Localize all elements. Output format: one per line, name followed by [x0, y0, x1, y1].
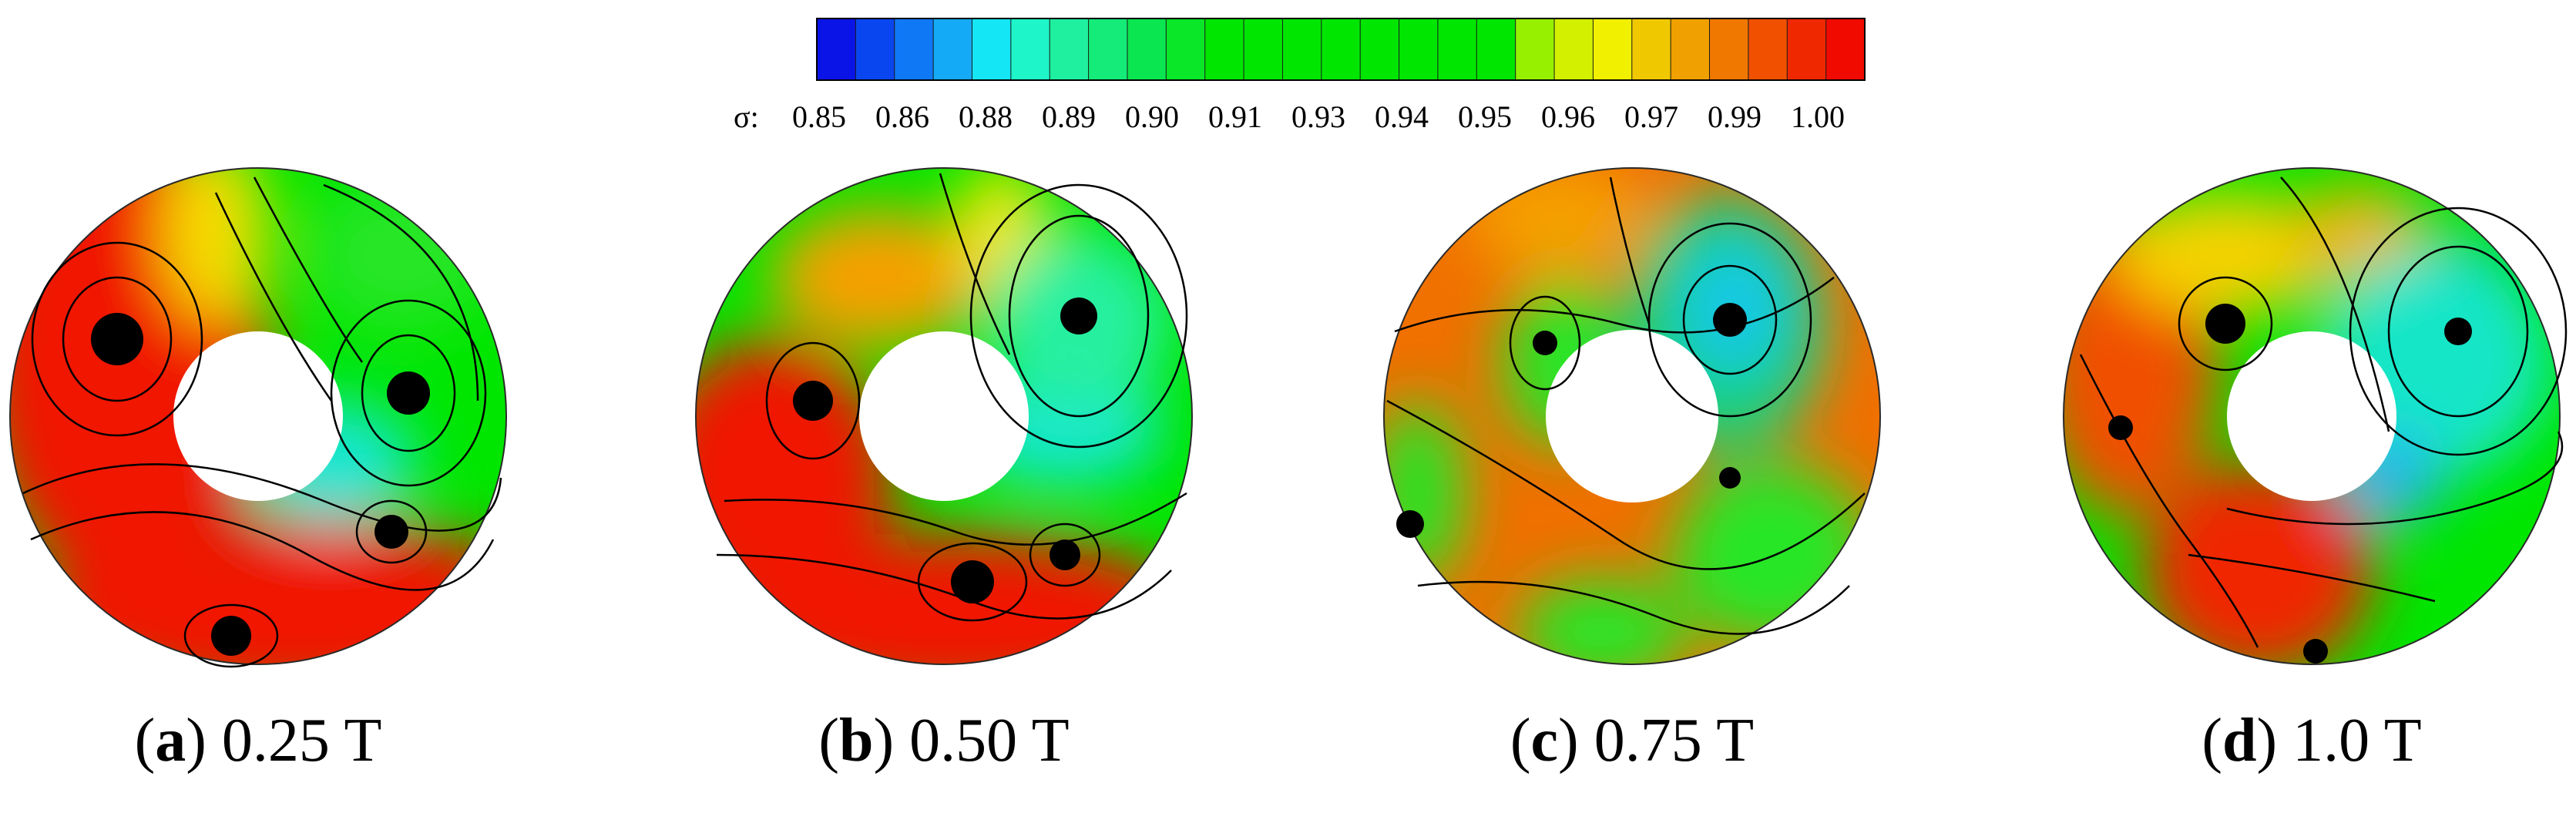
caption-label: 0.75 T	[1578, 707, 1755, 775]
colorbar-tick-label: 0.85	[792, 99, 846, 134]
caption-letter: c	[1530, 707, 1559, 775]
colorbar-swatch	[1088, 18, 1128, 81]
colorbar-tick-label: 0.93	[1291, 99, 1345, 134]
colorbar-swatch	[894, 18, 935, 81]
colorbar-swatch	[1437, 18, 1478, 81]
caption-label: 1.0 T	[2277, 707, 2422, 775]
caption-label: 0.25 T	[206, 707, 382, 775]
colorbar-swatch	[1476, 18, 1516, 81]
colorbar-tick-label: 0.91	[1208, 99, 1262, 134]
colorbar-swatch	[1748, 18, 1788, 81]
colorbar-swatch	[1786, 18, 1827, 81]
colorbar-tick-label: 0.94	[1375, 99, 1429, 134]
caption-close-paren: )	[873, 707, 895, 775]
colorbar-swatch	[816, 18, 857, 81]
colorbar-swatch	[855, 18, 895, 81]
colorbar-swatch	[1204, 18, 1245, 81]
caption-c: (c) 0.75 T	[1432, 706, 1832, 776]
panel-a-contour	[9, 167, 507, 668]
colorbar-symbol: σ:	[734, 99, 759, 134]
caption-letter: a	[155, 707, 186, 775]
caption-close-paren: )	[186, 707, 207, 775]
caption-d: (d) 1.0 T	[2111, 706, 2512, 776]
colorbar-swatch	[1825, 18, 1866, 81]
panel-b-contour	[695, 167, 1193, 665]
colorbar-swatch	[1243, 18, 1284, 81]
caption-b: (b) 0.50 T	[744, 706, 1144, 776]
colorbar-swatch	[1281, 18, 1322, 81]
colorbar-tick-label: 0.96	[1541, 99, 1595, 134]
colorbar-tick-label: 0.97	[1624, 99, 1678, 134]
caption-close-paren: )	[2256, 707, 2278, 775]
colorbar-swatch	[1049, 18, 1090, 81]
caption-letter: d	[2222, 707, 2257, 775]
colorbar-swatch	[1670, 18, 1711, 81]
colorbar-swatch	[1592, 18, 1633, 81]
colorbar-swatch	[1553, 18, 1594, 81]
caption-a: (a) 0.25 T	[58, 706, 458, 776]
colorbar-swatch	[971, 18, 1012, 81]
caption-open-paren: (	[818, 707, 840, 775]
colorbar-swatch	[1631, 18, 1672, 81]
caption-letter: b	[839, 707, 874, 775]
colorbar-tick-label: 0.95	[1458, 99, 1512, 134]
colorbar-swatch	[1399, 18, 1439, 81]
colorbar-swatch	[1359, 18, 1400, 81]
caption-open-paren: (	[2202, 707, 2223, 775]
colorbar-swatch	[1321, 18, 1362, 81]
colorbar	[816, 18, 1866, 81]
caption-open-paren: (	[134, 707, 156, 775]
panel-c-contour	[1383, 167, 1881, 665]
panel-d-contour	[2063, 167, 2568, 665]
colorbar-tick-label: 0.86	[875, 99, 929, 134]
colorbar-swatch	[1010, 18, 1051, 81]
colorbar-swatch	[1165, 18, 1206, 81]
colorbar-tick-label: 0.90	[1125, 99, 1179, 134]
colorbar-swatch	[1515, 18, 1556, 81]
colorbar-swatch	[1127, 18, 1167, 81]
caption-open-paren: (	[1510, 707, 1531, 775]
caption-label: 0.50 T	[894, 707, 1070, 775]
colorbar-swatch	[1709, 18, 1749, 81]
colorbar-tick-label: 0.99	[1708, 99, 1762, 134]
caption-close-paren: )	[1558, 707, 1579, 775]
colorbar-frame	[816, 18, 1866, 81]
colorbar-tick-label: 0.89	[1042, 99, 1096, 134]
colorbar-tick-label: 1.00	[1791, 99, 1845, 134]
colorbar-tick-label: 0.88	[959, 99, 1013, 134]
colorbar-swatch	[932, 18, 973, 81]
